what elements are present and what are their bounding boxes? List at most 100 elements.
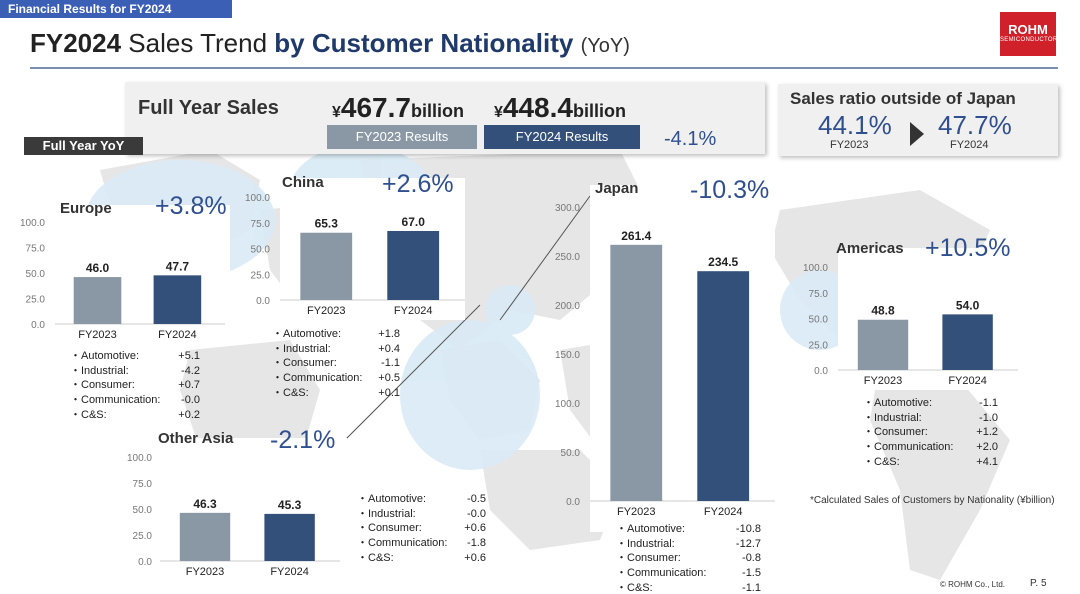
ratio-fy2024-value: 47.7% bbox=[938, 110, 1012, 140]
detail-value: -1.8 bbox=[467, 537, 486, 550]
ratio-fy2023-value: 44.1% bbox=[818, 110, 892, 140]
detail-row: ・Consumer: +0.7 bbox=[70, 378, 200, 393]
detail-label: ・Industrial: bbox=[357, 507, 416, 520]
detail-value: -0.0 bbox=[467, 507, 486, 520]
detail-row: ・Industrial: -12.7 bbox=[616, 537, 761, 552]
detail-value: -0.5 bbox=[467, 493, 486, 505]
china-details: ・Automotive: +1.8 ・Industrial: +0.4 ・Consume… bbox=[272, 327, 400, 401]
detail-label: ・C&S: bbox=[616, 581, 653, 594]
detail-row: ・C&S: +4.1 bbox=[863, 455, 998, 470]
detail-label: ・Industrial: bbox=[70, 364, 129, 377]
other-asia-connector-line bbox=[344, 304, 481, 441]
full-year-change: -4.1% bbox=[664, 128, 717, 150]
japan-details: ・Automotive: -10.8 ・Industrial: -12.7 ・Consu… bbox=[616, 522, 761, 594]
americas-chart-panel bbox=[838, 248, 1020, 390]
americas-delta: +10.5% bbox=[925, 234, 1011, 262]
detail-row: ・Automotive: +5.1 bbox=[70, 349, 200, 364]
detail-row: ・C&S: +0.2 bbox=[70, 408, 200, 423]
detail-value: -1.5 bbox=[742, 567, 761, 580]
ratio-fy2024-label: FY2024 bbox=[950, 139, 989, 151]
detail-row: ・C&S: +0.1 bbox=[272, 386, 400, 401]
other-asia-delta: -2.1% bbox=[270, 426, 336, 454]
detail-value: -12.7 bbox=[735, 537, 761, 550]
china-chart-panel bbox=[280, 178, 465, 320]
fy2024-results-tag: FY2024 Results bbox=[484, 125, 640, 149]
footnote: *Calculated Sales of Customers by Nation… bbox=[810, 495, 1055, 506]
detail-value: +5.1 bbox=[178, 350, 200, 362]
page-title: FY2024 Sales Trend by Customer Nationali… bbox=[30, 28, 630, 58]
detail-row: ・Consumer: +0.6 bbox=[357, 521, 486, 536]
detail-label: ・Automotive: bbox=[70, 350, 140, 362]
detail-row: ・Automotive: -0.5 bbox=[357, 492, 486, 507]
detail-label: ・Industrial: bbox=[863, 411, 922, 424]
full-year-yoy-tag: Full Year YoY bbox=[24, 137, 143, 155]
other-asia-details: ・Automotive: -0.5 ・Industrial: -0.0 ・Consume… bbox=[357, 492, 486, 566]
detail-label: ・Consumer: bbox=[863, 426, 928, 439]
detail-value: +0.6 bbox=[464, 522, 486, 535]
detail-row: ・Automotive: +1.8 bbox=[272, 327, 400, 342]
fy2023-results-tag: FY2023 Results bbox=[327, 125, 477, 149]
detail-row: ・Industrial: -4.2 bbox=[70, 364, 200, 379]
detail-label: ・C&S: bbox=[357, 551, 394, 564]
detail-value: -1.1 bbox=[742, 581, 761, 594]
detail-value: -1.1 bbox=[381, 357, 400, 370]
detail-label: ・Consumer: bbox=[70, 379, 135, 392]
china-title: China bbox=[282, 174, 324, 191]
japan-chart-panel bbox=[590, 185, 775, 532]
detail-label: ・Automotive: bbox=[616, 523, 686, 535]
detail-value: +0.6 bbox=[464, 551, 486, 564]
detail-row: ・Communication: +0.5 bbox=[272, 371, 400, 386]
americas-title: Americas bbox=[836, 240, 904, 257]
detail-label: ・Communication: bbox=[357, 537, 448, 550]
detail-label: ・Industrial: bbox=[616, 537, 675, 550]
detail-label: ・C&S: bbox=[863, 455, 900, 468]
detail-label: ・Consumer: bbox=[272, 357, 337, 370]
detail-value: +0.5 bbox=[378, 372, 400, 385]
detail-label: ・Consumer: bbox=[616, 552, 681, 565]
ratio-fy2023-label: FY2023 bbox=[830, 139, 869, 151]
detail-value: -1.1 bbox=[979, 397, 998, 409]
japan-delta: -10.3% bbox=[690, 176, 770, 204]
rohm-logo: ROHM SEMICONDUCTOR bbox=[1000, 12, 1057, 56]
europe-chart-panel bbox=[55, 205, 230, 345]
other-asia-title: Other Asia bbox=[158, 430, 234, 447]
europe-delta: +3.8% bbox=[155, 192, 227, 220]
detail-label: ・C&S: bbox=[70, 408, 107, 421]
detail-value: +0.2 bbox=[178, 408, 200, 421]
detail-row: ・Automotive: -10.8 bbox=[616, 522, 761, 537]
detail-row: ・Communication: +2.0 bbox=[863, 440, 998, 455]
section-banner: Financial Results for FY2024 bbox=[0, 0, 232, 18]
detail-row: ・Communication: -0.0 bbox=[70, 393, 200, 408]
japan-title: Japan bbox=[595, 180, 639, 197]
detail-value: -0.8 bbox=[742, 552, 761, 565]
china-delta: +2.6% bbox=[382, 170, 454, 198]
detail-value: +0.7 bbox=[178, 379, 200, 392]
detail-value: +1.2 bbox=[976, 426, 998, 439]
americas-details: ・Automotive: -1.1 ・Industrial: -1.0 ・Consume… bbox=[863, 396, 998, 470]
detail-row: ・Consumer: +1.2 bbox=[863, 425, 998, 440]
detail-row: ・Industrial: +0.4 bbox=[272, 342, 400, 357]
copyright: © ROHM Co., Ltd. bbox=[940, 580, 1006, 589]
detail-row: ・C&S: +0.6 bbox=[357, 551, 486, 566]
detail-value: +0.1 bbox=[378, 386, 400, 399]
detail-row: ・Communication: -1.5 bbox=[616, 566, 761, 581]
page-number: P. 5 bbox=[1030, 578, 1047, 589]
detail-row: ・C&S: -1.1 bbox=[616, 581, 761, 594]
other-asia-chart-panel bbox=[160, 438, 347, 580]
detail-row: ・Consumer: -0.8 bbox=[616, 551, 761, 566]
detail-label: ・Industrial: bbox=[272, 342, 331, 355]
detail-row: ・Industrial: -0.0 bbox=[357, 507, 486, 522]
arrow-right-icon bbox=[910, 122, 924, 146]
detail-label: ・Communication: bbox=[272, 372, 363, 385]
title-divider bbox=[30, 67, 1058, 69]
detail-label: ・Communication: bbox=[616, 567, 707, 580]
detail-value: +2.0 bbox=[976, 441, 998, 454]
detail-value: -0.0 bbox=[181, 394, 200, 407]
detail-row: ・Automotive: -1.1 bbox=[863, 396, 998, 411]
detail-label: ・Communication: bbox=[70, 394, 161, 407]
detail-value: +0.4 bbox=[378, 342, 400, 355]
europe-title: Europe bbox=[60, 200, 112, 217]
ratio-panel bbox=[778, 84, 1058, 156]
detail-label: ・Consumer: bbox=[357, 522, 422, 535]
